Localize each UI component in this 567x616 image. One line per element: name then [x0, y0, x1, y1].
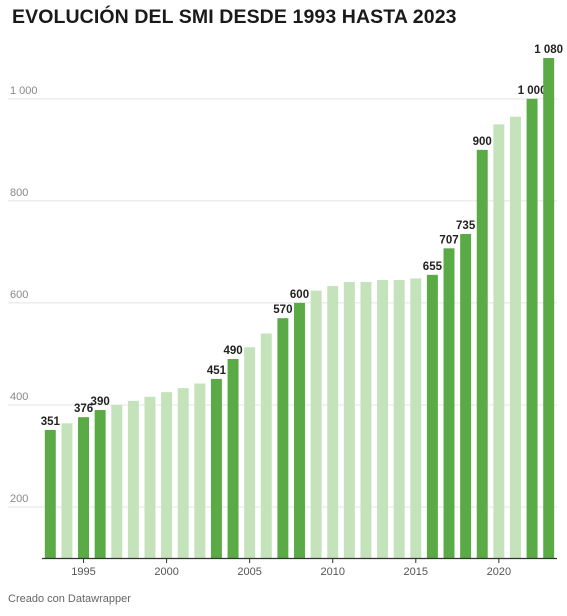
- bar-2008: [294, 302, 305, 558]
- bar-1995: [78, 417, 90, 558]
- data-label-2016: 655: [423, 261, 443, 273]
- bar-1999: [144, 396, 156, 558]
- bar-2019: [476, 149, 488, 558]
- bar-1994: [61, 423, 73, 558]
- bar-2018: [460, 234, 472, 558]
- data-label-1995: 376: [74, 403, 93, 415]
- data-label-2003: 451: [207, 365, 227, 377]
- bar-2014: [393, 279, 405, 558]
- bar-2012: [360, 281, 372, 558]
- bar-2003: [210, 378, 222, 558]
- bar-2013: [377, 279, 389, 558]
- bar-1997: [111, 404, 123, 558]
- bar-2004: [227, 359, 239, 558]
- data-label-1996: 390: [91, 396, 110, 408]
- bar-2002: [194, 383, 206, 558]
- bar-2011: [343, 281, 355, 558]
- data-label-2017: 707: [439, 234, 458, 246]
- bar-2000: [161, 392, 173, 558]
- data-label-2004: 490: [223, 345, 242, 357]
- chart-title: EVOLUCIÓN DEL SMI DESDE 1993 HASTA 2023: [12, 6, 457, 28]
- bar-2020: [493, 124, 505, 558]
- x-tick-label: 2020: [487, 566, 511, 578]
- y-tick-label: 200: [10, 493, 28, 505]
- bar-2016: [426, 274, 438, 558]
- bar-2023: [543, 58, 555, 558]
- x-tick-label: 2005: [237, 566, 261, 578]
- bar-2021: [509, 116, 521, 559]
- bar-2010: [327, 286, 339, 558]
- data-label-2022: 1 000: [518, 85, 547, 97]
- y-tick-label: 1 000: [10, 85, 38, 97]
- bar-2005: [244, 347, 256, 558]
- bar-1998: [127, 400, 139, 558]
- data-label-2007: 570: [273, 304, 292, 316]
- y-tick-label: 800: [10, 187, 28, 199]
- bar-1993: [44, 429, 56, 558]
- bar-2007: [277, 318, 289, 558]
- bar-2017: [443, 248, 455, 558]
- x-tick-label: 2000: [154, 566, 178, 578]
- bar-2022: [526, 98, 538, 558]
- x-tick-label: 1995: [71, 566, 95, 578]
- y-tick-label: 600: [10, 289, 28, 301]
- footer-credit: Creado con Datawrapper: [8, 593, 131, 605]
- bar-2001: [177, 388, 189, 558]
- x-tick-label: 2010: [320, 566, 344, 578]
- bar-1996: [94, 410, 106, 558]
- data-label-2019: 900: [473, 136, 492, 148]
- data-label-2023: 1 080: [534, 44, 563, 56]
- x-tick-label: 2015: [404, 566, 428, 578]
- bar-2009: [310, 290, 322, 558]
- bar-2006: [260, 333, 272, 558]
- data-label-2018: 735: [456, 220, 476, 232]
- y-tick-label: 400: [10, 391, 28, 403]
- data-label-1993: 351: [41, 416, 61, 428]
- bar-2015: [410, 278, 422, 558]
- data-label-2008: 600: [290, 289, 309, 301]
